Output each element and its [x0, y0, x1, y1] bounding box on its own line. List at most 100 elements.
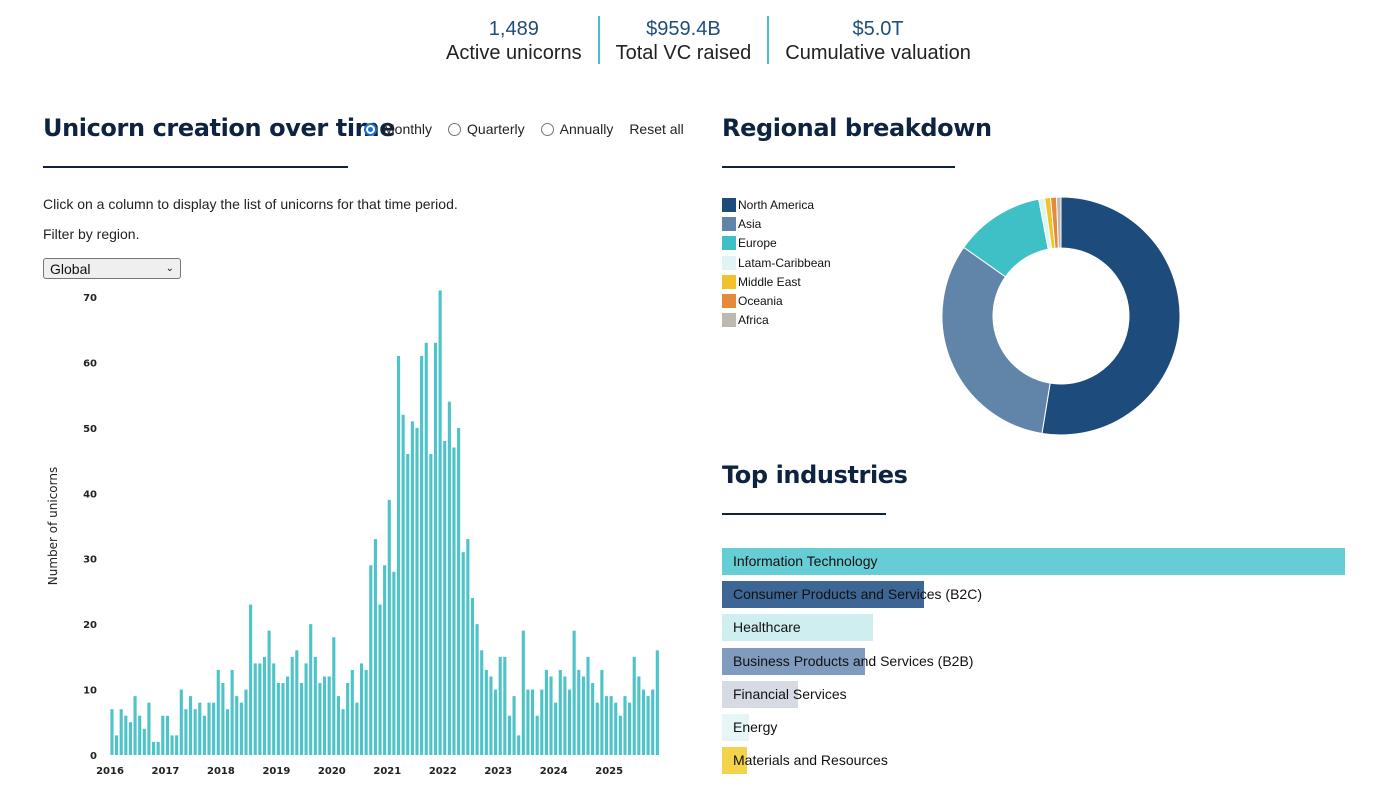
chart-bar[interactable] — [461, 552, 465, 755]
chart-bar[interactable] — [623, 696, 627, 755]
chart-bar[interactable] — [641, 689, 646, 755]
chart-bar[interactable] — [387, 499, 391, 755]
industry-bar[interactable] — [722, 713, 749, 741]
chart-bar[interactable] — [447, 401, 451, 755]
chart-bar[interactable] — [572, 630, 576, 755]
chart-bar[interactable] — [415, 427, 419, 755]
industry-bar[interactable] — [722, 548, 1345, 575]
chart-bar[interactable] — [567, 689, 572, 755]
chart-bar[interactable] — [429, 454, 433, 755]
chart-bar[interactable] — [267, 630, 271, 755]
chart-bar[interactable] — [591, 683, 595, 755]
chart-bar[interactable] — [595, 702, 599, 755]
chart-bar[interactable] — [313, 656, 317, 755]
chart-bar[interactable] — [378, 604, 382, 755]
chart-bar[interactable] — [549, 676, 553, 755]
chart-bar[interactable] — [558, 669, 562, 755]
chart-bar[interactable] — [530, 689, 535, 755]
chart-bar[interactable] — [170, 735, 174, 755]
chart-bar[interactable] — [452, 447, 456, 755]
chart-bar[interactable] — [364, 669, 368, 755]
chart-bar[interactable] — [221, 683, 225, 755]
chart-bar[interactable] — [410, 421, 414, 755]
chart-bar[interactable] — [406, 454, 410, 755]
chart-bar[interactable] — [332, 637, 336, 755]
radio-quarterly[interactable]: Quarterly — [448, 121, 525, 137]
chart-bar[interactable] — [115, 735, 119, 755]
chart-bar[interactable] — [128, 722, 133, 755]
industry-bar[interactable] — [722, 747, 747, 775]
chart-bar[interactable] — [424, 342, 428, 755]
chart-bar[interactable] — [212, 702, 216, 755]
chart-bar[interactable] — [165, 715, 169, 755]
chart-bar[interactable] — [628, 702, 632, 755]
chart-bar[interactable] — [475, 624, 479, 755]
chart-bar[interactable] — [512, 696, 516, 755]
chart-bar[interactable] — [225, 709, 230, 755]
chart-bar[interactable] — [235, 696, 239, 755]
chart-bar[interactable] — [216, 669, 220, 755]
donut-slice[interactable] — [941, 246, 1051, 435]
chart-bar[interactable] — [604, 696, 609, 755]
chart-bar[interactable] — [179, 689, 183, 755]
donut-slice[interactable] — [1055, 196, 1062, 249]
chart-bar[interactable] — [110, 709, 114, 755]
industry-row[interactable]: Financial Services — [722, 680, 1346, 708]
chart-bar[interactable] — [198, 702, 202, 755]
chart-bar[interactable] — [175, 735, 179, 755]
chart-bar[interactable] — [521, 630, 525, 755]
radio-quarterly-dot[interactable] — [448, 122, 462, 136]
chart-bar[interactable] — [249, 604, 253, 755]
chart-bar[interactable] — [119, 709, 123, 755]
chart-bar[interactable] — [295, 650, 299, 755]
chart-bar[interactable] — [577, 669, 581, 755]
chart-bar[interactable] — [457, 427, 461, 755]
chart-bar[interactable] — [420, 355, 424, 755]
chart-bar[interactable] — [147, 702, 151, 755]
chart-bar[interactable] — [586, 656, 590, 755]
chart-bar[interactable] — [401, 414, 405, 755]
chart-bar[interactable] — [517, 735, 521, 755]
radio-monthly[interactable]: Monthly — [364, 121, 432, 137]
chart-bar[interactable] — [480, 650, 484, 755]
chart-bar[interactable] — [281, 683, 285, 755]
chart-bar[interactable] — [336, 696, 340, 755]
chart-bar[interactable] — [346, 683, 350, 755]
industry-row[interactable]: Information Technology — [722, 548, 1346, 575]
chart-bar[interactable] — [554, 702, 558, 755]
chart-bar[interactable] — [503, 656, 507, 755]
industry-row[interactable]: Business Products and Services (B2B) — [722, 647, 1346, 675]
chart-bar[interactable] — [142, 728, 146, 755]
chart-bar[interactable] — [323, 676, 327, 755]
chart-bar[interactable] — [188, 696, 193, 755]
chart-bar[interactable] — [466, 539, 470, 755]
industry-row[interactable]: Energy — [722, 713, 1346, 741]
chart-bar[interactable] — [507, 715, 512, 755]
chart-bar[interactable] — [230, 669, 234, 755]
chart-bar[interactable] — [138, 715, 142, 755]
chart-bar[interactable] — [369, 565, 373, 755]
chart-bar[interactable] — [327, 676, 331, 755]
chart-bar[interactable] — [341, 709, 345, 755]
chart-bar[interactable] — [489, 676, 493, 755]
chart-bar[interactable] — [646, 696, 650, 755]
chart-bar[interactable] — [470, 597, 475, 755]
chart-bar[interactable] — [276, 683, 280, 755]
chart-bar[interactable] — [262, 656, 267, 755]
chart-bar[interactable] — [433, 342, 438, 755]
chart-bar[interactable] — [355, 702, 359, 755]
chart-bar[interactable] — [498, 656, 502, 755]
chart-bar[interactable] — [258, 663, 262, 755]
industry-bar[interactable] — [722, 581, 925, 609]
chart-bar[interactable] — [618, 715, 622, 755]
radio-annually-dot[interactable] — [540, 122, 554, 136]
chart-bar[interactable] — [318, 683, 322, 755]
chart-bar[interactable] — [632, 656, 636, 755]
chart-bar[interactable] — [202, 715, 206, 755]
industry-row[interactable]: Consumer Products and Services (B2C) — [722, 581, 1346, 609]
chart-bar[interactable] — [396, 355, 401, 755]
chart-bar[interactable] — [161, 715, 165, 755]
chart-bar[interactable] — [286, 676, 290, 755]
chart-bar[interactable] — [637, 676, 641, 755]
chart-bar[interactable] — [438, 290, 442, 755]
